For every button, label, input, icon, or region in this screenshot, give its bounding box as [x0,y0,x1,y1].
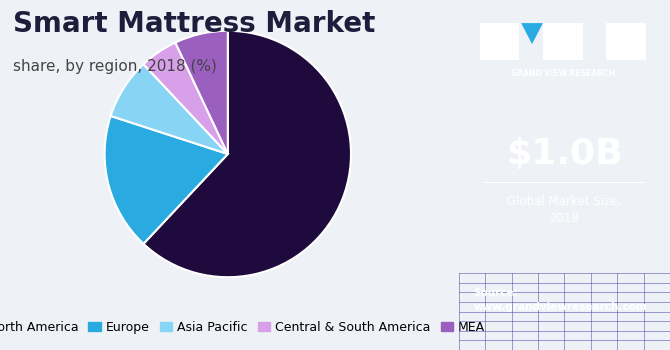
FancyBboxPatch shape [543,23,583,60]
Text: GRAND VIEW RESEARCH: GRAND VIEW RESEARCH [511,69,615,78]
Wedge shape [176,31,228,154]
Wedge shape [111,64,228,154]
Wedge shape [143,31,351,277]
Text: Smart Mattress Market: Smart Mattress Market [13,10,376,38]
FancyBboxPatch shape [480,23,519,60]
Text: share, by region, 2018 (%): share, by region, 2018 (%) [13,60,217,75]
Wedge shape [143,43,228,154]
Wedge shape [105,116,228,244]
Legend: North America, Europe, Asia Pacific, Central & South America, MEA: North America, Europe, Asia Pacific, Cen… [0,321,485,334]
Text: Source:
www.grandviewresearch.com: Source: www.grandviewresearch.com [474,288,647,313]
FancyBboxPatch shape [606,23,646,60]
Text: Global Market Size,
2018: Global Market Size, 2018 [507,195,622,225]
Polygon shape [521,23,543,44]
Text: $1.0B: $1.0B [506,137,623,171]
